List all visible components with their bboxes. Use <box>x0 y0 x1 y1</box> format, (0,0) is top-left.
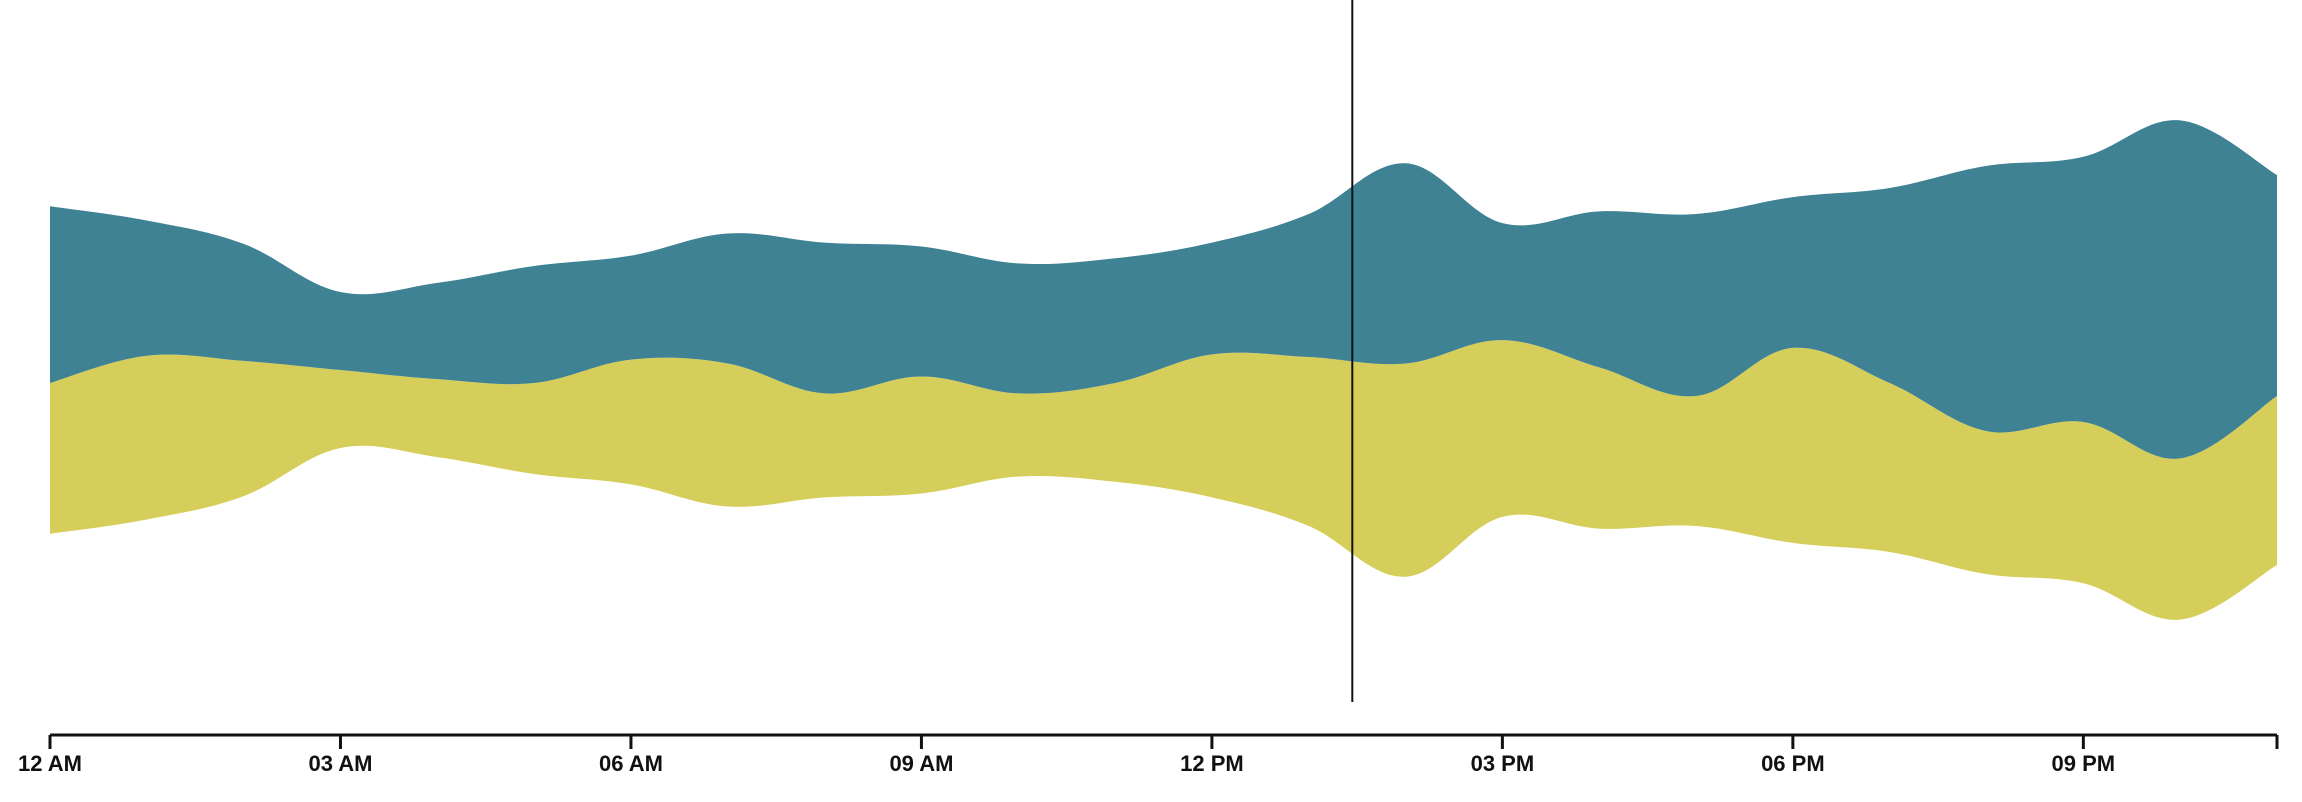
x-tick-label: 12 PM <box>1180 751 1244 776</box>
stream-areas <box>50 120 2277 620</box>
x-tick-label: 09 PM <box>2052 751 2116 776</box>
x-tick-label: 12 AM <box>18 751 82 776</box>
x-tick-label: 06 AM <box>599 751 663 776</box>
x-tick-label: 03 PM <box>1471 751 1535 776</box>
x-tick-label: 06 PM <box>1761 751 1825 776</box>
x-tick-label: 09 AM <box>889 751 953 776</box>
x-tick-label: 03 AM <box>308 751 372 776</box>
stream-layer-1[interactable] <box>50 340 2277 620</box>
x-axis: 12 AM 03 AM 06 AM 09 AM 12 PM 03 PM 06 PM 09 PM <box>18 733 2279 776</box>
stream-layer-2[interactable] <box>50 120 2277 459</box>
